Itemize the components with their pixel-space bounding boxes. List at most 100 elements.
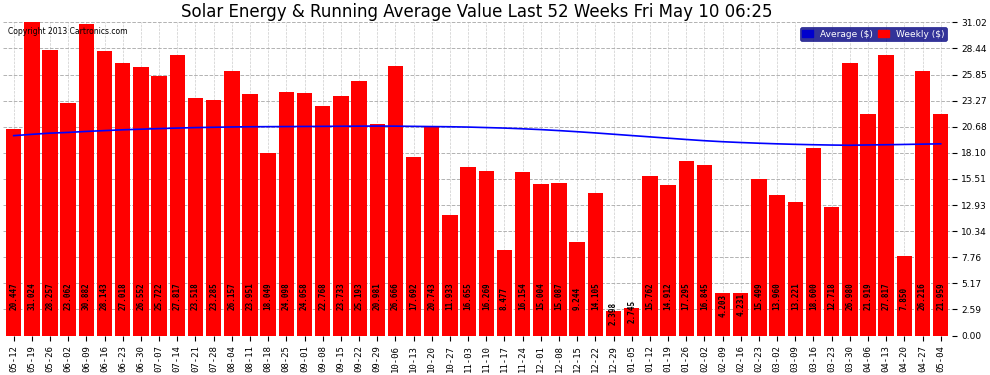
Text: 24.058: 24.058 [300,283,309,310]
Bar [515,172,531,336]
Text: 26.157: 26.157 [228,283,237,310]
Text: 27.817: 27.817 [173,283,182,310]
Bar [715,293,731,336]
Text: 18.049: 18.049 [263,283,272,310]
Bar [134,68,148,336]
Bar [334,96,348,336]
Text: 26.552: 26.552 [137,283,146,310]
Text: 15.499: 15.499 [754,283,763,310]
Bar [260,153,276,336]
Bar [606,311,622,336]
Bar [224,72,240,336]
Bar [769,195,785,336]
Bar [915,71,931,336]
Bar [78,24,94,336]
Bar [24,22,40,336]
Text: 15.762: 15.762 [645,283,654,310]
Bar [842,63,857,336]
Text: 16.269: 16.269 [482,283,491,310]
Text: 14.912: 14.912 [663,283,672,310]
Text: 16.655: 16.655 [463,283,472,310]
Text: 21.919: 21.919 [863,283,872,310]
Bar [824,207,840,336]
Bar [860,114,876,336]
Bar [278,92,294,336]
Bar [478,171,494,336]
Bar [151,76,167,336]
Bar [643,176,657,336]
Bar [533,184,548,336]
Text: 31.024: 31.024 [28,283,37,310]
Text: 24.098: 24.098 [282,283,291,310]
Bar [697,165,712,336]
Bar [406,157,422,336]
Text: 20.447: 20.447 [9,283,18,310]
Bar [97,51,112,336]
Bar [733,293,748,336]
Bar [897,256,912,336]
Text: 2.398: 2.398 [609,302,618,325]
Text: 15.004: 15.004 [537,283,545,310]
Bar [351,81,366,336]
Text: 22.768: 22.768 [318,283,328,310]
Text: 8.477: 8.477 [500,287,509,310]
Text: 23.062: 23.062 [63,283,72,310]
Text: 16.154: 16.154 [518,283,527,310]
Bar [206,100,222,336]
Text: 9.244: 9.244 [572,287,582,310]
Text: 26.980: 26.980 [845,283,854,310]
Bar [588,193,603,336]
Text: Copyright 2013 Cartronics.com: Copyright 2013 Cartronics.com [8,27,127,36]
Bar [115,63,131,336]
Text: 23.951: 23.951 [246,283,254,310]
Bar [169,55,185,336]
Bar [60,103,76,336]
Text: 15.087: 15.087 [554,283,563,310]
Bar [297,93,312,336]
Bar [788,202,803,336]
Bar [551,183,566,336]
Bar [806,148,821,336]
Bar [188,98,203,336]
Bar [878,55,894,336]
Bar [443,215,457,336]
Text: 16.845: 16.845 [700,283,709,310]
Bar [660,185,676,336]
Text: 11.933: 11.933 [446,283,454,310]
Text: 13.221: 13.221 [791,283,800,310]
Text: 21.959: 21.959 [937,283,945,310]
Text: 23.733: 23.733 [337,283,346,310]
Bar [569,242,585,336]
Bar [43,50,57,336]
Bar [315,106,331,336]
Text: 23.285: 23.285 [209,283,218,310]
Text: 4.203: 4.203 [718,293,727,316]
Text: 26.216: 26.216 [918,283,927,310]
Text: 27.817: 27.817 [882,283,891,310]
Text: 2.745: 2.745 [628,300,637,323]
Bar [388,66,403,336]
Bar [243,94,257,336]
Text: 26.666: 26.666 [391,283,400,310]
Text: 17.692: 17.692 [409,283,418,310]
Text: 27.018: 27.018 [118,283,128,310]
Text: 14.105: 14.105 [591,283,600,310]
Text: 23.518: 23.518 [191,283,200,310]
Text: 12.718: 12.718 [828,283,837,310]
Legend: Average ($), Weekly ($): Average ($), Weekly ($) [800,27,947,41]
Bar [624,308,640,336]
Text: 13.960: 13.960 [772,283,782,310]
Text: 4.231: 4.231 [737,293,745,316]
Bar [678,161,694,336]
Bar [933,114,948,336]
Bar [424,126,440,336]
Text: 18.600: 18.600 [809,283,818,310]
Text: 30.882: 30.882 [82,283,91,310]
Text: 20.981: 20.981 [372,283,382,310]
Text: 20.743: 20.743 [428,283,437,310]
Text: 25.193: 25.193 [354,283,363,310]
Text: 25.722: 25.722 [154,283,163,310]
Bar [460,167,476,336]
Bar [751,179,766,336]
Text: 28.143: 28.143 [100,283,109,310]
